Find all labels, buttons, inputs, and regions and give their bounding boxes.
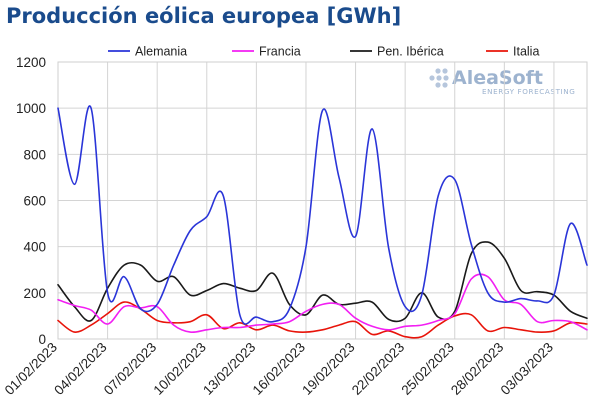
chart-title: Producción eólica europea [GWh] [6,4,402,28]
legend: Alemania Francia Pen. Ibérica Italia [108,45,539,59]
series-line-italia [57,301,588,339]
legend-label-italia: Italia [513,45,539,59]
legend-label-francia: Francia [259,45,301,59]
x-tick-label: 03/03/2023 [498,340,556,398]
x-tick-label: 04/02/2023 [51,340,109,398]
logo-dot [443,75,449,81]
logo-dot [435,68,441,74]
legend-label-alemania: Alemania [135,45,187,59]
series-layer [57,105,588,339]
logo-dot [442,82,448,88]
x-tick-label: 28/02/2023 [448,340,506,398]
x-tick-label: 22/02/2023 [349,340,407,398]
y-tick-label: 600 [23,194,46,209]
y-tick-label: 200 [23,286,46,301]
aleasoft-logo-icon [429,68,449,88]
logo-dot [435,82,441,88]
x-tick-label: 10/02/2023 [151,340,209,398]
legend-label-pen-ib-rica: Pen. Ibérica [377,45,444,59]
x-tick-label: 25/02/2023 [398,340,456,398]
y-tick-label: 1200 [16,55,46,70]
grid [57,61,587,340]
series-line-alemania [57,105,588,325]
y-tick-label: 800 [23,147,46,162]
logo-dot [436,75,442,81]
series-line-pen-ib-rica [57,241,588,323]
y-tick-label: 0 [38,332,46,347]
y-tick-label: 1000 [16,101,46,116]
x-tick-label: 19/02/2023 [299,340,357,398]
logo-dot [442,68,448,74]
x-tick-label: 16/02/2023 [250,340,308,398]
plot-frame [57,61,588,340]
logo-dot [429,75,435,81]
aleasoft-watermark: AleaSoft ENERGY FORECASTING [429,67,575,96]
y-tick-label: 400 [23,240,46,255]
x-tick-label: 07/02/2023 [101,340,159,398]
watermark-brand: AleaSoft [452,67,543,89]
series-line-francia [57,273,588,334]
watermark-tagline: ENERGY FORECASTING [482,87,575,96]
x-tick-label: 13/02/2023 [200,340,258,398]
x-tick-label: 01/02/2023 [2,340,60,398]
